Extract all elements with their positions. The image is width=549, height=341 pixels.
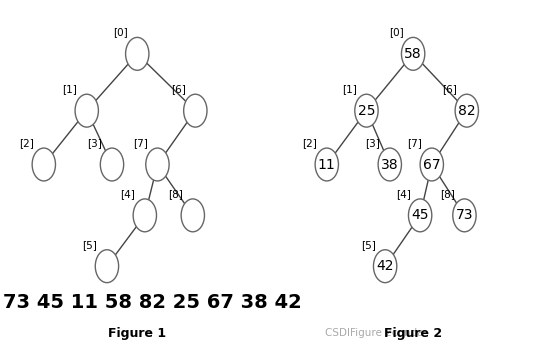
Text: [4]: [4] [396,189,411,199]
Text: 82: 82 [458,104,475,118]
Ellipse shape [408,199,432,232]
Text: 42: 42 [377,259,394,273]
Text: [7]: [7] [407,138,422,148]
Ellipse shape [373,250,397,283]
Text: 73 45 11 58 82 25 67 38 42: 73 45 11 58 82 25 67 38 42 [3,293,301,312]
Text: [7]: [7] [133,138,148,148]
Text: [5]: [5] [82,240,97,250]
Text: [4]: [4] [120,189,135,199]
Ellipse shape [355,94,378,127]
Ellipse shape [32,148,55,181]
Text: CSDIFigure 2conda: CSDIFigure 2conda [326,328,424,339]
Ellipse shape [378,148,401,181]
Ellipse shape [453,199,476,232]
Text: [2]: [2] [19,138,34,148]
Ellipse shape [96,250,119,283]
Text: Figure 1: Figure 1 [108,327,166,340]
Text: [1]: [1] [342,84,357,94]
Text: 25: 25 [358,104,375,118]
Text: [1]: [1] [62,84,77,94]
Text: 67: 67 [423,158,441,172]
Text: [6]: [6] [171,84,186,94]
Ellipse shape [181,199,204,232]
Text: 11: 11 [318,158,335,172]
Text: 58: 58 [404,47,422,61]
Ellipse shape [100,148,124,181]
Ellipse shape [401,38,425,70]
Text: 73: 73 [456,208,473,222]
Text: Figure 2: Figure 2 [384,327,442,340]
Text: [6]: [6] [442,84,457,94]
Text: [5]: [5] [361,240,376,250]
Ellipse shape [146,148,169,181]
Ellipse shape [420,148,444,181]
Text: 45: 45 [411,208,429,222]
Text: [8]: [8] [169,189,183,199]
Ellipse shape [75,94,98,127]
Text: [8]: [8] [440,189,455,199]
Ellipse shape [455,94,478,127]
Ellipse shape [184,94,207,127]
Ellipse shape [126,38,149,70]
Text: [3]: [3] [87,138,103,148]
Text: [0]: [0] [113,27,127,37]
Text: [2]: [2] [302,138,317,148]
Ellipse shape [133,199,156,232]
Text: 38: 38 [381,158,399,172]
Text: [3]: [3] [365,138,380,148]
Text: [0]: [0] [389,27,404,37]
Ellipse shape [315,148,338,181]
